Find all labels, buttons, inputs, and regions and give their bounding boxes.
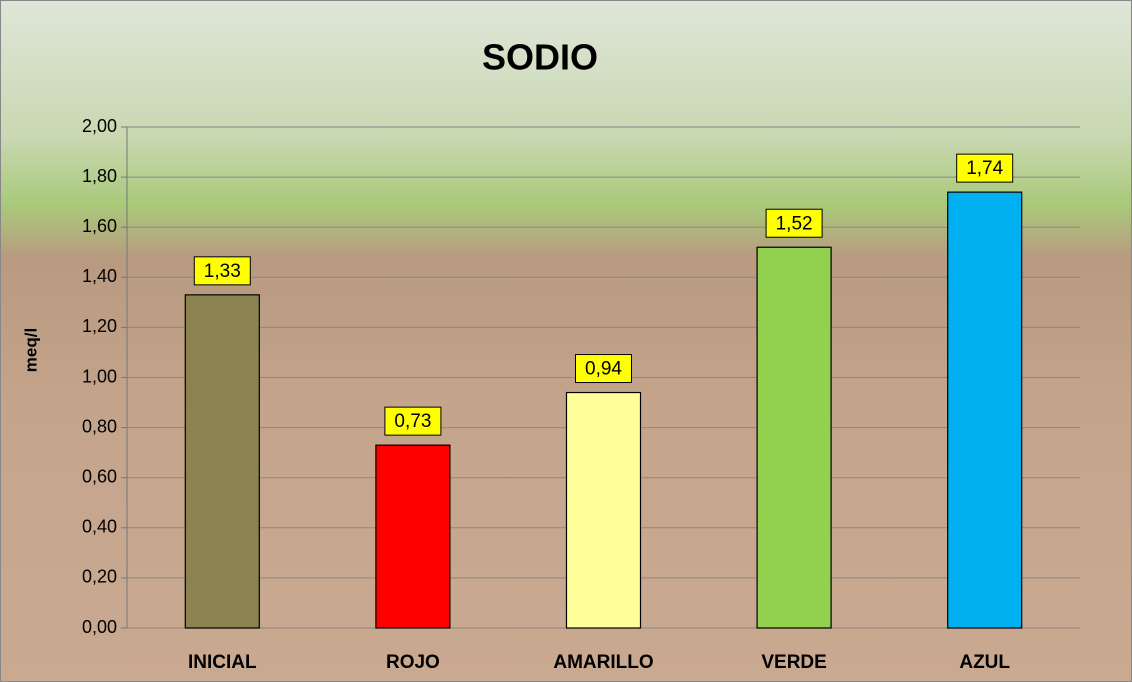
bar	[376, 445, 450, 628]
y-tick-label: 1,60	[82, 216, 117, 236]
x-tick-label: VERDE	[761, 652, 826, 673]
y-tick-label: 1,40	[82, 266, 117, 286]
x-tick-label: AMARILLO	[553, 652, 653, 673]
bar	[567, 393, 641, 628]
value-label: 0,73	[394, 411, 431, 432]
x-tick-label: ROJO	[386, 652, 440, 673]
chart-title: SODIO	[482, 37, 598, 78]
value-label: 0,94	[585, 359, 622, 380]
x-tick-label: AZUL	[959, 652, 1010, 673]
bar	[185, 295, 259, 628]
bar	[757, 247, 831, 628]
y-tick-label: 1,00	[82, 366, 117, 386]
y-tick-label: 0,80	[82, 416, 117, 436]
y-tick-label: 0,60	[82, 466, 117, 486]
y-tick-label: 1,80	[82, 166, 117, 186]
y-tick-label: 0,00	[82, 617, 117, 637]
y-tick-label: 2,00	[82, 116, 117, 136]
y-axis-label: meq/l	[21, 328, 40, 372]
x-tick-label: INICIAL	[188, 652, 257, 673]
bar	[948, 192, 1022, 628]
y-tick-label: 0,20	[82, 567, 117, 587]
chart: SODIO meq/l 0,00 0,20 0,40 0,60 0,80 1,00 1,20…	[0, 0, 1132, 682]
value-label: 1,52	[776, 213, 813, 234]
value-label: 1,33	[204, 261, 241, 282]
y-tick-label: 0,40	[82, 517, 117, 537]
value-label: 1,74	[966, 158, 1003, 179]
y-tick-label: 1,20	[82, 316, 117, 336]
